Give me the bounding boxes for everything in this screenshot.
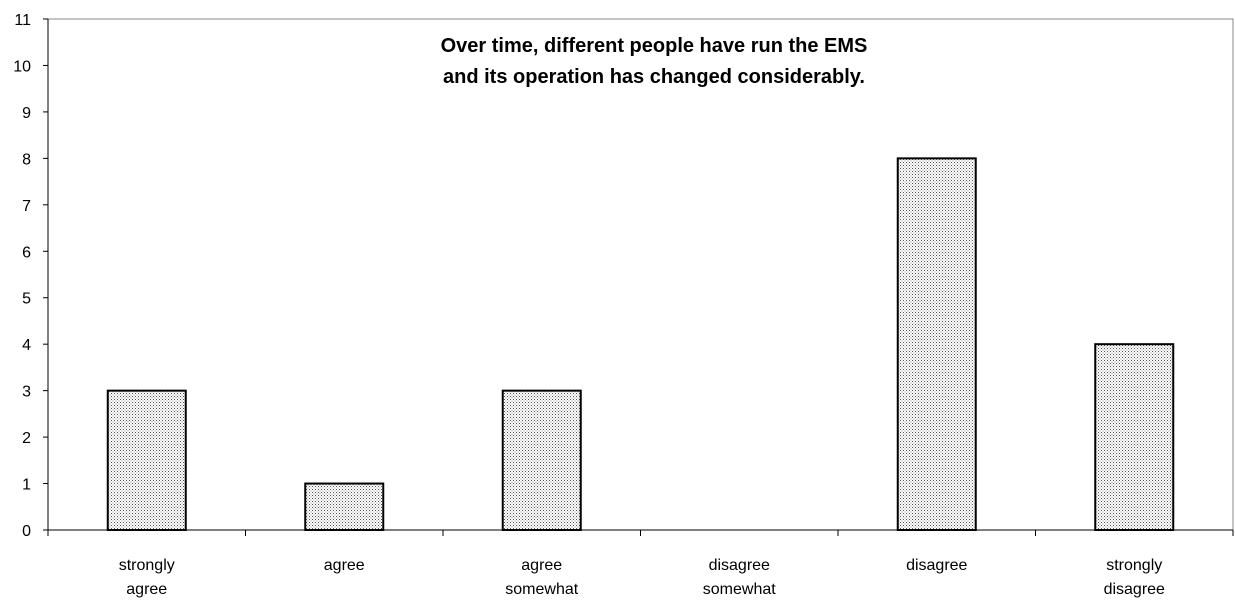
x-tick-label: somewhat [505, 581, 578, 598]
y-axis: 0 1 2 3 4 5 6 7 8 9 10 11 [13, 12, 1234, 540]
y-tick-label: 8 [22, 151, 31, 168]
x-tick-label: disagree [906, 557, 967, 574]
bar [501, 389, 582, 531]
bar [106, 389, 187, 531]
y-tick-label: 0 [22, 523, 31, 540]
y-tick-label: 7 [22, 198, 31, 215]
y-tick-label: 6 [22, 244, 31, 261]
x-tick-label: agree [324, 557, 365, 574]
y-tick-label: 9 [22, 105, 31, 122]
bar [304, 482, 385, 531]
y-tick-label: 11 [14, 12, 31, 29]
x-tick-label: somewhat [703, 581, 776, 598]
plot-frame [47, 18, 1234, 531]
bar [1094, 343, 1175, 531]
x-tick-label: strongly [1106, 557, 1162, 574]
chart-title: Over time, different people have run the… [441, 35, 868, 88]
x-tick-label: agree [126, 581, 167, 598]
x-tick-label: disagree [709, 557, 770, 574]
x-tick-label: strongly [119, 557, 175, 574]
y-tick-label: 1 [22, 477, 31, 494]
bar [896, 157, 977, 531]
y-tick-label: 2 [22, 430, 31, 447]
bars [106, 157, 1175, 531]
y-tick-label: 5 [22, 291, 31, 308]
x-axis: strongly agree agree agree somewhat disagree s… [119, 557, 1165, 598]
chart-title-line: and its operation has changed considerab… [443, 66, 865, 88]
y-tick-label: 3 [22, 384, 31, 401]
x-tick-label: agree [521, 557, 562, 574]
x-tick-label: disagree [1104, 581, 1165, 598]
y-tick-label: 10 [13, 58, 31, 75]
chart-title-line: Over time, different people have run the… [441, 35, 868, 57]
y-tick-label: 4 [22, 337, 31, 354]
